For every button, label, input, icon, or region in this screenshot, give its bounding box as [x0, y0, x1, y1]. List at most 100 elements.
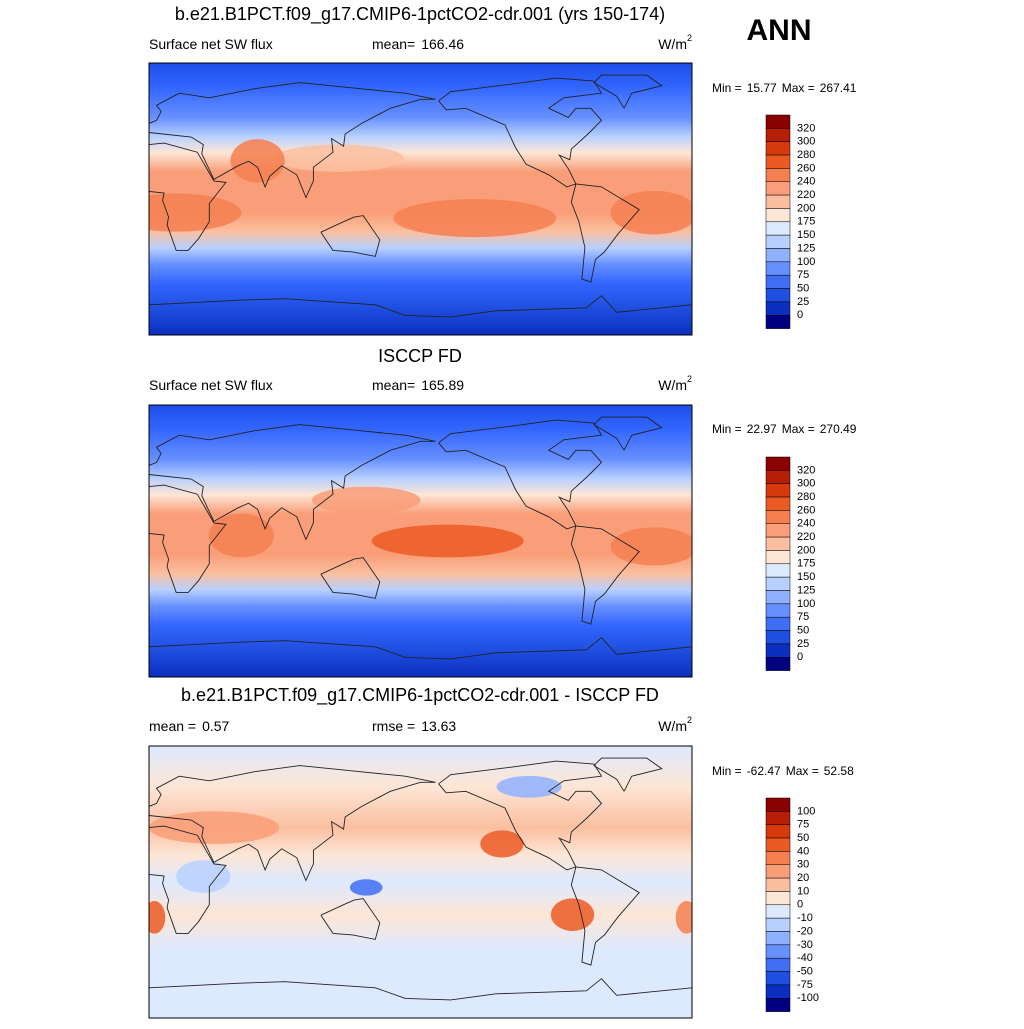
- colorbar-label: 30: [797, 859, 809, 871]
- map-frame: [148, 62, 693, 336]
- colorbar-label: 75: [797, 611, 809, 623]
- colorbar-box: [765, 917, 791, 932]
- colorbar-box: [765, 168, 791, 182]
- colorbar-box: [765, 141, 791, 156]
- colorbar-box: [765, 576, 791, 591]
- colorbar-label: 280: [797, 491, 815, 503]
- subheader-text: Surface net SW flux: [149, 36, 273, 52]
- colorbar-label: 50: [797, 624, 809, 636]
- colorbar-label: 240: [797, 176, 815, 188]
- stat-value: 166.46: [421, 36, 464, 52]
- colorbar-box: [765, 114, 791, 129]
- coastline: [438, 760, 603, 871]
- units-base: W/m: [658, 377, 687, 393]
- max-value: 267.41: [820, 81, 857, 95]
- colorbar-box: [765, 248, 791, 263]
- colorbar-box: [765, 998, 791, 1012]
- colorbar-label: 0: [797, 899, 803, 911]
- units-sup: 2: [687, 374, 692, 384]
- colorbar-label: 0: [797, 309, 803, 321]
- coastline: [320, 898, 381, 940]
- map-blob: [349, 879, 383, 896]
- panel-title: b.e21.B1PCT.f09_g17.CMIP6-1pctCO2-cdr.00…: [181, 685, 659, 706]
- colorbar-box: [765, 470, 791, 484]
- colorbar-box: [765, 984, 791, 999]
- colorbar-label: -50: [797, 965, 813, 977]
- colorbar-box: [765, 603, 791, 618]
- min-value: -62.47: [747, 764, 781, 778]
- colorbar-label: 175: [797, 216, 815, 228]
- coastline: [149, 424, 436, 541]
- colorbar-label: 200: [797, 544, 815, 556]
- coastline: [149, 295, 692, 318]
- map-blob: [273, 144, 405, 172]
- subheader: rmse = 13.63: [372, 718, 456, 734]
- max-value: 52.58: [824, 764, 854, 778]
- subheader: Surface net SW flux: [149, 377, 273, 393]
- colorbar-box: [765, 944, 791, 959]
- colorbar-box: [765, 301, 791, 316]
- coastline: [593, 757, 663, 792]
- colorbar-label: 175: [797, 558, 815, 570]
- colorbar-label: 150: [797, 571, 815, 583]
- coastline: [149, 978, 692, 1001]
- min-label: Min =: [712, 81, 742, 95]
- subheader: mean= 165.89: [372, 377, 464, 393]
- max-label: Max =: [782, 81, 815, 95]
- colorbar-label: -10: [797, 912, 813, 924]
- colorbar-box: [765, 128, 791, 142]
- colorbar-box: [765, 536, 791, 551]
- colorbar-label: 100: [797, 598, 815, 610]
- colorbar-label: 25: [797, 296, 809, 308]
- colorbar-label: 125: [797, 242, 815, 254]
- colorbar-box: [765, 971, 791, 986]
- stat-value: 0.57: [202, 718, 229, 734]
- panel-title: b.e21.B1PCT.f09_g17.CMIP6-1pctCO2-cdr.00…: [175, 4, 665, 25]
- coastline: [320, 557, 381, 599]
- colorbar-box: [765, 630, 791, 645]
- colorbar-box: [765, 931, 791, 946]
- colorbar-label: 260: [797, 504, 815, 516]
- min-label: Min =: [712, 422, 742, 436]
- colorbar-label: 320: [797, 464, 815, 476]
- map-blob: [610, 190, 692, 235]
- map-blob: [149, 901, 166, 934]
- map-blob: [176, 860, 231, 893]
- colorbar-label: 150: [797, 229, 815, 241]
- colorbar-box: [765, 496, 791, 511]
- colorbar-box: [765, 483, 791, 498]
- map-frame: [148, 404, 693, 678]
- coastline: [149, 637, 692, 660]
- coastline: [149, 484, 227, 593]
- coastline: [570, 866, 640, 966]
- colorbar-box: [765, 851, 791, 866]
- colorbar-box: [765, 261, 791, 276]
- colorbar-box: [765, 274, 791, 289]
- map-blob: [610, 527, 692, 566]
- colorbar-box: [765, 877, 791, 892]
- colorbar-label: 320: [797, 122, 815, 134]
- coastline: [149, 765, 436, 882]
- colorbar-box: [765, 837, 791, 852]
- units-sup: 2: [687, 715, 692, 725]
- map: [149, 746, 692, 1018]
- colorbar-box: [765, 510, 791, 524]
- coastline: [149, 825, 227, 934]
- min-max: Min = -62.47 Max = 52.58: [712, 764, 854, 778]
- colorbar-label: 75: [797, 269, 809, 281]
- map-blob: [393, 199, 557, 238]
- colorbar-label: 10: [797, 885, 809, 897]
- subheader: Surface net SW flux: [149, 36, 273, 52]
- colorbar-box: [765, 288, 791, 303]
- colorbar-label: 200: [797, 202, 815, 214]
- colorbar-label: 25: [797, 638, 809, 650]
- colorbar-box: [765, 590, 791, 605]
- map-blob: [230, 139, 285, 183]
- colorbar-label: 50: [797, 832, 809, 844]
- colorbar-label: -40: [797, 952, 813, 964]
- colorbar-box: [765, 221, 791, 236]
- coastline: [149, 142, 227, 251]
- map-blob: [480, 830, 524, 858]
- map-field: [149, 746, 692, 1018]
- colorbar-label: 100: [797, 256, 815, 268]
